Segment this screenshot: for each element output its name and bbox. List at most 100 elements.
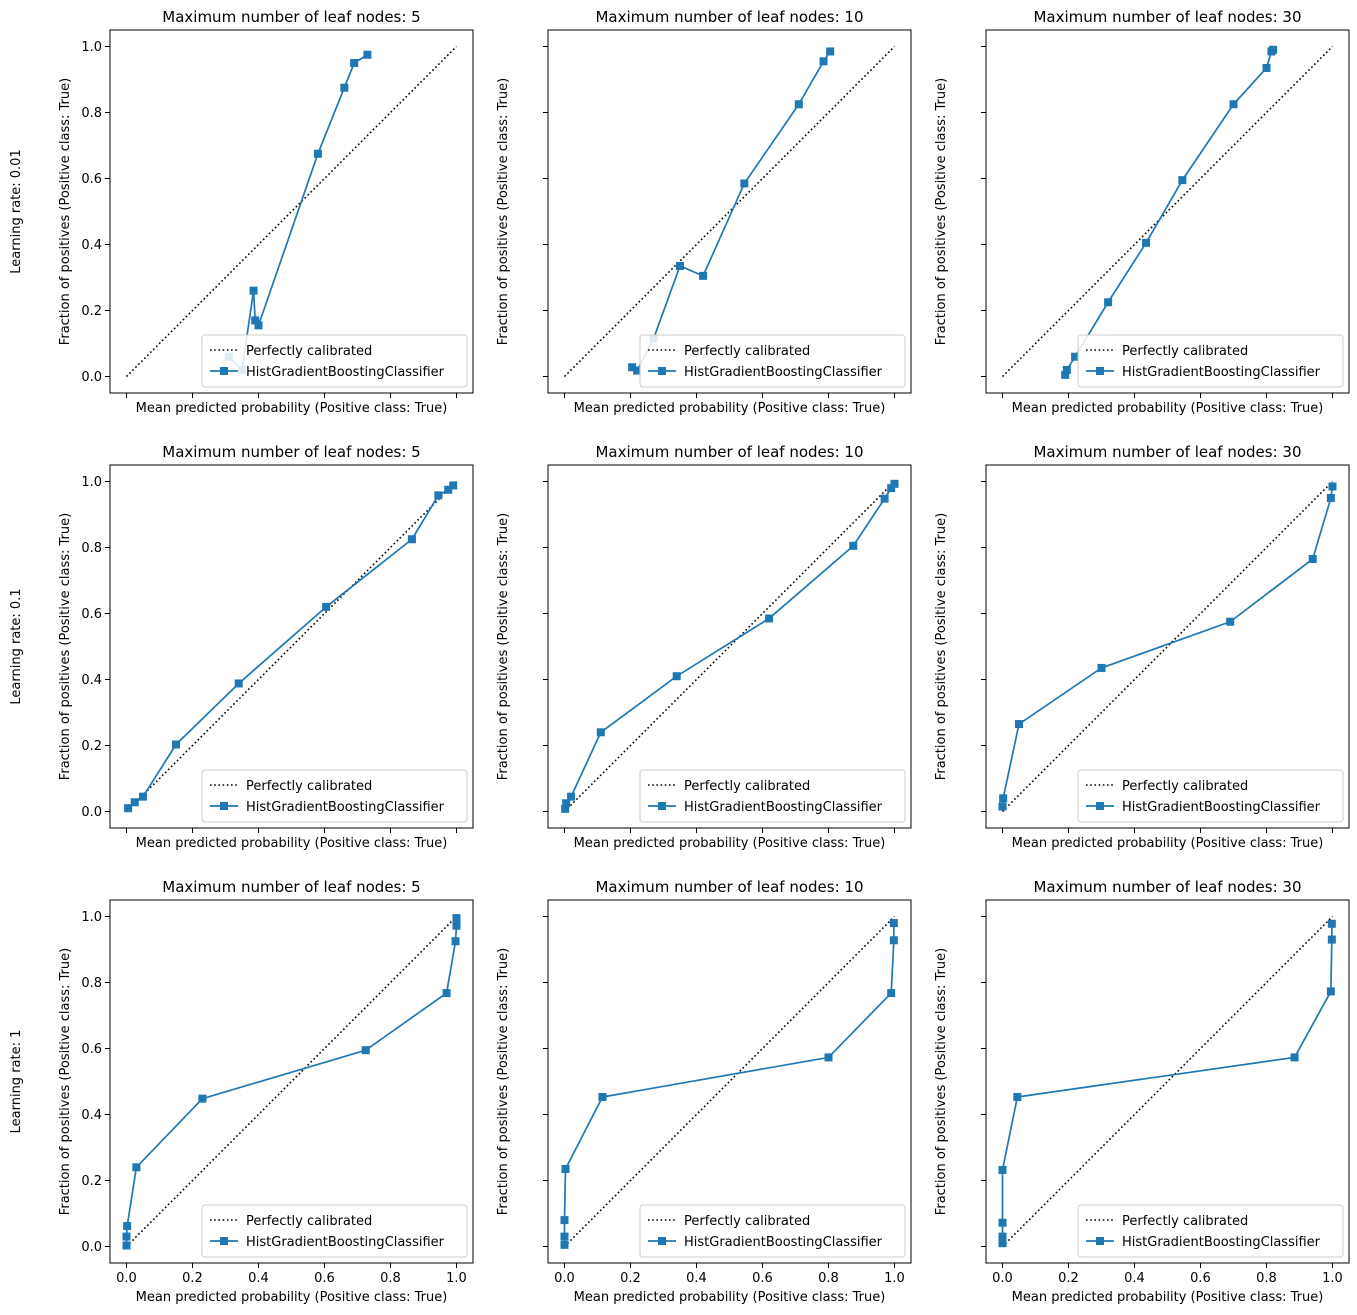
x-tick-label: 0.6 [752, 1271, 773, 1286]
series-line [228, 54, 368, 371]
data-point-marker [999, 794, 1008, 803]
data-point-marker [340, 83, 349, 92]
x-tick-label: 0.8 [1256, 1271, 1277, 1286]
legend-series-marker [658, 802, 666, 810]
series-line [127, 484, 454, 809]
data-point-marker [887, 484, 896, 493]
series-line [631, 50, 831, 372]
legend-entry: Perfectly calibrated [1122, 1214, 1248, 1229]
data-point-marker [198, 1094, 207, 1103]
x-tick-label: 0.6 [1190, 1271, 1211, 1286]
y-tick-label: 0.4 [81, 238, 102, 253]
x-axis-label: Mean predicted probability (Positive cla… [136, 1290, 448, 1305]
perfectly-calibrated-line [563, 480, 896, 813]
legend-entry: Perfectly calibrated [246, 779, 372, 794]
y-tick-label: 0.2 [81, 739, 102, 754]
legend-entry: HistGradientBoostingClassifier [246, 1235, 445, 1250]
data-point-marker [699, 271, 708, 280]
data-point-marker [628, 363, 637, 372]
y-tick-label: 0.0 [81, 370, 102, 385]
legend-entry: HistGradientBoostingClassifier [1122, 1235, 1321, 1250]
legend-entry: HistGradientBoostingClassifier [246, 800, 445, 815]
data-point-marker [122, 1232, 131, 1241]
data-point-marker [1061, 370, 1070, 379]
x-tick-label: 1.0 [884, 1271, 905, 1286]
y-axis-label: Fraction of positives (Positive class: T… [58, 513, 73, 780]
x-tick-label: 1.0 [1322, 1271, 1343, 1286]
perfectly-calibrated-line [1001, 480, 1334, 813]
data-point-marker [249, 286, 258, 295]
data-point-marker [890, 479, 899, 488]
data-point-marker [561, 1164, 570, 1173]
data-point-marker [122, 1241, 131, 1250]
y-tick-label: 0.2 [81, 304, 102, 319]
y-axis-label: Fraction of positives (Positive class: T… [934, 948, 949, 1215]
perfectly-calibrated-line [125, 480, 458, 813]
data-point-marker [880, 494, 889, 503]
legend-series-marker [1096, 802, 1104, 810]
data-point-marker [889, 919, 898, 928]
legend-entry: HistGradientBoostingClassifier [246, 365, 445, 380]
y-axis-label: Fraction of positives (Positive class: T… [934, 513, 949, 780]
subplot-1-0: Maximum number of leaf nodes: 5 0.0 0.2 0.4… [58, 443, 474, 851]
data-point-marker [452, 921, 461, 930]
perfectly-calibrated-line [125, 45, 458, 378]
legend-entry: Perfectly calibrated [684, 344, 810, 359]
axes-frame [547, 464, 912, 829]
series-line [563, 923, 895, 1245]
data-point-marker [561, 804, 570, 813]
data-point-marker [1326, 494, 1335, 502]
x-tick-label: 0.0 [992, 1271, 1013, 1286]
data-point-marker [1178, 176, 1187, 185]
legend-box [1077, 334, 1344, 388]
data-point-marker [139, 792, 147, 801]
y-tick-label: 0.6 [81, 607, 102, 622]
subplot-title: Maximum number of leaf nodes: 30 [1033, 878, 1301, 896]
subplot-2-1: Maximum number of leaf nodes: 10 0.0 0.2 0.… [496, 878, 912, 1305]
y-tick-label: 1.0 [81, 475, 102, 490]
legend-box [1077, 769, 1344, 823]
legend: Perfectly calibrated HistGradientBoosting… [639, 334, 906, 388]
legend: Perfectly calibrated HistGradientBoosting… [201, 334, 468, 388]
x-axis-label: Mean predicted probability (Positive cla… [1012, 1290, 1324, 1305]
data-point-marker [434, 491, 443, 500]
legend: Perfectly calibrated HistGradientBoosting… [1077, 769, 1344, 823]
subplot-title: Maximum number of leaf nodes: 10 [595, 878, 863, 896]
data-point-marker [234, 679, 243, 688]
legend: Perfectly calibrated HistGradientBoosting… [1077, 1204, 1344, 1258]
legend-box [639, 769, 906, 823]
data-point-marker [1062, 365, 1071, 374]
data-point-marker [887, 989, 896, 998]
data-point-marker [361, 1046, 370, 1055]
data-point-marker [1262, 63, 1271, 72]
data-point-marker [1269, 45, 1278, 54]
x-axis-label: Mean predicted probability (Positive cla… [136, 836, 448, 851]
subplot-title: Maximum number of leaf nodes: 5 [162, 443, 420, 461]
data-point-marker [1327, 919, 1336, 928]
y-tick-label: 0.6 [81, 1042, 102, 1057]
series-line [125, 918, 458, 1246]
data-point-marker [633, 366, 642, 375]
data-point-marker [998, 1165, 1007, 1174]
data-point-marker [1290, 1053, 1299, 1062]
axes-frame [109, 29, 474, 394]
x-tick-label: 0.4 [1124, 1271, 1145, 1286]
subplot-title: Maximum number of leaf nodes: 5 [162, 878, 420, 896]
legend-box [201, 334, 468, 388]
legend-entry: Perfectly calibrated [1122, 344, 1248, 359]
axes-frame [109, 899, 474, 1264]
x-axis-label: Mean predicted probability (Positive cla… [574, 836, 886, 851]
data-point-marker [1326, 987, 1335, 996]
perfectly-calibrated-line [563, 915, 896, 1248]
y-tick-label: 0.8 [81, 976, 102, 991]
data-point-marker [452, 914, 461, 923]
data-point-marker [560, 1232, 569, 1241]
axes-frame [547, 29, 912, 394]
subplot-title: Maximum number of leaf nodes: 10 [595, 443, 863, 461]
subplot-2-2: Maximum number of leaf nodes: 30 0.0 0.2 0.… [934, 878, 1350, 1305]
y-tick-label: 0.0 [81, 1240, 102, 1255]
legend-series-marker [658, 367, 666, 375]
y-tick-label: 0.8 [81, 106, 102, 121]
y-tick-label: 0.4 [81, 673, 102, 688]
legend-series-marker [220, 367, 228, 375]
